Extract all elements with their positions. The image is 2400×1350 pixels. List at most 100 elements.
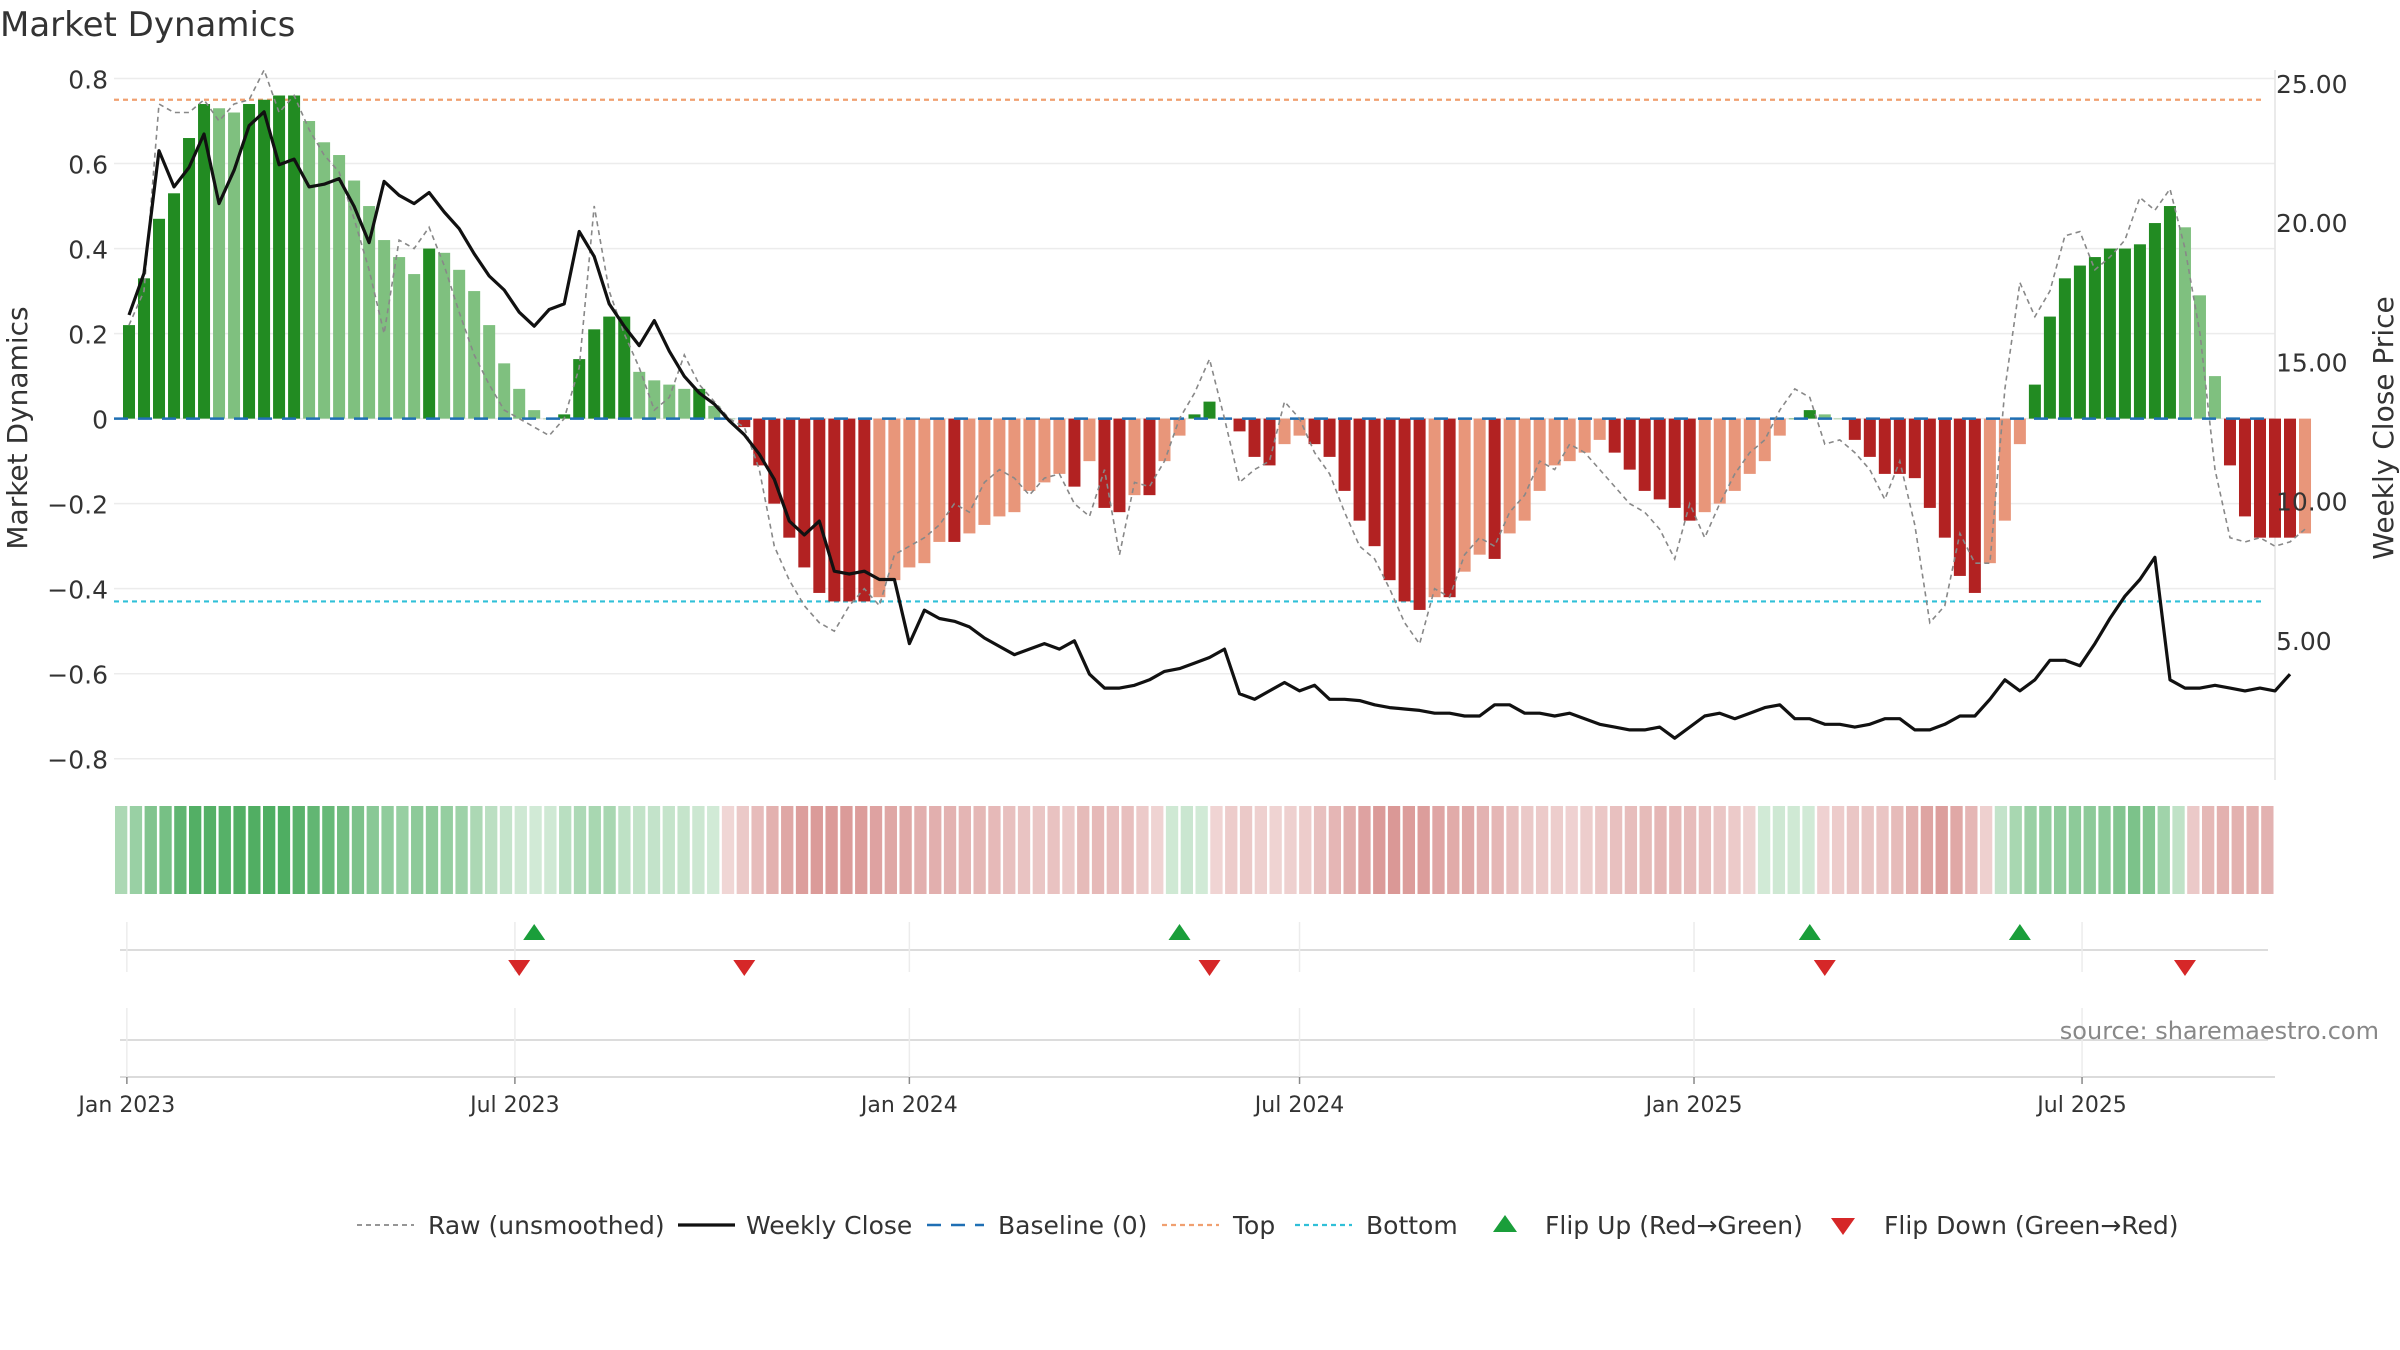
heat-cell: [233, 806, 246, 894]
heat-cell: [1831, 806, 1845, 894]
bar: [903, 418, 916, 568]
legend-swatch-flip-up: [1493, 1215, 1517, 1232]
legend-label: Flip Up (Red→Green): [1545, 1211, 1803, 1240]
heat-cell: [1861, 806, 1874, 894]
y-tick-label: −0.6: [47, 661, 108, 690]
heat-cell: [2113, 806, 2126, 894]
bar: [423, 248, 436, 419]
bar: [2223, 418, 2236, 466]
heat-cell: [2201, 806, 2215, 894]
bar: [738, 418, 751, 428]
heat-cell: [1077, 806, 1090, 894]
bar: [198, 104, 211, 419]
heat-cell: [544, 806, 557, 894]
heat-cell: [1343, 806, 1356, 894]
bar: [1818, 414, 1831, 419]
heat-cell: [396, 806, 409, 894]
y2-tick-label: 20.00: [2276, 209, 2348, 238]
heat-cell: [248, 806, 261, 894]
heat-cell: [1994, 806, 2008, 894]
bar: [333, 155, 346, 419]
heat-cell: [1757, 806, 1771, 894]
heat-cell: [662, 806, 675, 894]
x-tick-label: Jul 2023: [468, 1093, 560, 1118]
bar: [2058, 278, 2071, 419]
bar: [1773, 418, 1786, 436]
bar: [1353, 418, 1366, 521]
bar: [1518, 418, 1531, 521]
bar: [633, 371, 646, 419]
bar: [888, 418, 901, 581]
bar: [753, 418, 766, 466]
bar: [798, 418, 811, 568]
legend-label: Baseline (0): [998, 1211, 1147, 1240]
bar: [1623, 418, 1636, 470]
heat-cell: [825, 806, 838, 894]
bar: [2148, 223, 2161, 419]
heat-cell: [529, 806, 542, 894]
bar: [1833, 418, 1846, 420]
bar: [618, 316, 631, 419]
bar: [1503, 418, 1516, 534]
bar: [1263, 418, 1276, 466]
heat-cell: [292, 806, 305, 894]
heat-cell: [1269, 806, 1282, 894]
bar: [1278, 418, 1291, 445]
heat-cell: [129, 806, 143, 894]
bar: [1983, 418, 1996, 564]
bar: [1593, 418, 1606, 440]
close-series: [127, 110, 2292, 740]
heat-cell: [2261, 806, 2274, 894]
heat-cell: [1935, 806, 1948, 894]
bar: [1878, 418, 1891, 474]
heat-cell: [1521, 806, 1534, 894]
bar: [2043, 316, 2056, 419]
heat-cell: [1003, 806, 1016, 894]
bar: [1638, 418, 1651, 491]
heat-cell: [2009, 806, 2022, 894]
bar: [1338, 418, 1351, 491]
bar: [2088, 257, 2101, 419]
heat-cell: [1225, 806, 1238, 894]
bar: [1293, 418, 1306, 436]
bar: [1188, 414, 1201, 419]
heat-cell: [115, 806, 128, 894]
bar: [348, 180, 361, 419]
heat-cell: [1654, 806, 1667, 894]
bar: [258, 99, 271, 419]
bar: [573, 359, 586, 419]
bar: [2163, 206, 2176, 419]
heat-cell: [2172, 806, 2185, 894]
heat-cell: [307, 806, 320, 894]
close-line: [127, 110, 2292, 740]
heat-cell: [1032, 806, 1045, 894]
heat-cell: [2216, 806, 2230, 894]
bar: [933, 418, 946, 542]
heat-cell: [440, 806, 453, 894]
reference-lines: [114, 98, 2265, 603]
heat-cell: [677, 806, 690, 894]
bar: [1533, 418, 1546, 491]
bar: [1413, 418, 1426, 610]
bar: [1938, 418, 1951, 538]
heat-cell: [2053, 806, 2067, 894]
bar: [1668, 418, 1681, 508]
bar: [1803, 410, 1816, 419]
bar: [1038, 418, 1051, 483]
y2-tick-label: 10.00: [2276, 488, 2348, 517]
heat-cell: [455, 806, 468, 894]
heat-cell: [573, 806, 587, 894]
heat-cell: [1624, 806, 1638, 894]
flip-up-marker: [1168, 924, 1191, 940]
heat-cell: [795, 806, 809, 894]
bar: [828, 418, 841, 602]
bar: [663, 384, 676, 419]
flip-down-marker: [2173, 960, 2196, 976]
legend-label: Weekly Close: [746, 1211, 912, 1240]
heat-cell: [263, 806, 276, 894]
bar: [978, 418, 991, 525]
bar: [2208, 376, 2221, 419]
bar: [1683, 418, 1696, 521]
heat-cell: [559, 806, 572, 894]
